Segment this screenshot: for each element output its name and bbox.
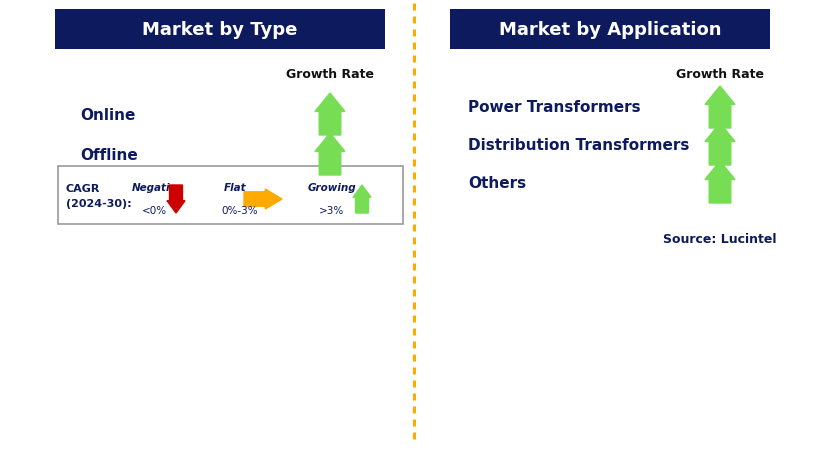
Text: Growing: Growing xyxy=(307,183,356,193)
FancyBboxPatch shape xyxy=(55,10,384,50)
Text: Offline: Offline xyxy=(80,147,137,162)
Text: Growth Rate: Growth Rate xyxy=(675,68,763,81)
Text: >3%: >3% xyxy=(319,206,344,216)
Text: Market by Application: Market by Application xyxy=(498,21,720,39)
Text: Others: Others xyxy=(468,175,526,190)
Polygon shape xyxy=(704,162,734,203)
Polygon shape xyxy=(315,94,344,136)
Polygon shape xyxy=(243,190,282,210)
Text: Online: Online xyxy=(80,107,135,122)
Text: 0%-3%: 0%-3% xyxy=(221,206,258,216)
FancyBboxPatch shape xyxy=(58,167,402,224)
Text: <0%: <0% xyxy=(142,206,166,216)
Text: Negative: Negative xyxy=(132,183,184,193)
Polygon shape xyxy=(166,185,185,213)
Polygon shape xyxy=(353,185,371,213)
Text: CAGR: CAGR xyxy=(66,184,100,194)
Polygon shape xyxy=(704,124,734,166)
Polygon shape xyxy=(315,134,344,176)
Text: Distribution Transformers: Distribution Transformers xyxy=(468,137,689,152)
Text: (2024-30):: (2024-30): xyxy=(66,199,132,208)
Text: Market by Type: Market by Type xyxy=(142,21,297,39)
Text: Source: Lucintel: Source: Lucintel xyxy=(662,233,776,246)
Polygon shape xyxy=(704,87,734,129)
FancyBboxPatch shape xyxy=(450,10,769,50)
Text: Flat: Flat xyxy=(224,183,246,193)
Text: Power Transformers: Power Transformers xyxy=(468,100,640,115)
Text: Growth Rate: Growth Rate xyxy=(286,68,373,81)
